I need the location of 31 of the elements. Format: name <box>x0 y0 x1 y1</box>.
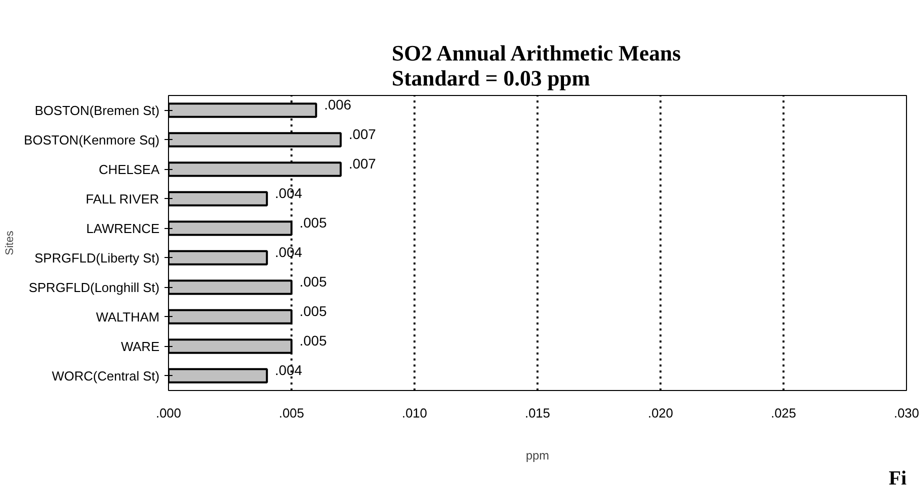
y-axis-title: Sites <box>4 230 16 256</box>
y-tick-label: BOSTON(Kenmore Sq) <box>24 132 160 148</box>
data-label: .007 <box>348 126 376 142</box>
y-tick-label: SPRGFLD(Liberty St) <box>34 250 160 266</box>
y-tick-label: BOSTON(Bremen St) <box>34 102 160 118</box>
x-tick-label: .030 <box>894 406 920 420</box>
x-tick-label: .010 <box>402 406 428 420</box>
data-label: .005 <box>300 332 327 348</box>
x-tick-label: .005 <box>278 406 304 420</box>
x-tick-label: .020 <box>648 406 674 420</box>
data-label: .005 <box>300 302 327 319</box>
y-tick-label: SPRGFLD(Longhill St) <box>28 280 160 295</box>
text: Fi <box>888 468 907 489</box>
y-tick-label: WORC(Central St) <box>52 368 160 384</box>
y-tick-label: WALTHAM <box>96 309 160 324</box>
data-label: .004 <box>274 184 302 201</box>
data-label: .007 <box>348 155 376 172</box>
y-tick-label: CHELSEA <box>98 162 160 177</box>
data-label: .006 <box>324 96 352 112</box>
x-axis-title: ppm <box>526 448 550 462</box>
y-tick-label: WARE <box>120 338 160 354</box>
x-tick-label: .025 <box>770 406 796 420</box>
data-label: .004 <box>274 244 302 260</box>
chart-title: SO2 Annual Arithmetic Means Standard = 0.03 ppm <box>392 40 682 90</box>
x-tick-label: .015 <box>524 406 550 420</box>
data-label: .005 <box>300 273 327 290</box>
y-tick-label: LAWRENCE <box>86 220 160 236</box>
data-label: .004 <box>274 362 302 378</box>
y-tick-label: FALL RIVER <box>86 191 160 206</box>
data-label: .005 <box>300 214 327 230</box>
x-tick-label: .000 <box>156 406 182 420</box>
